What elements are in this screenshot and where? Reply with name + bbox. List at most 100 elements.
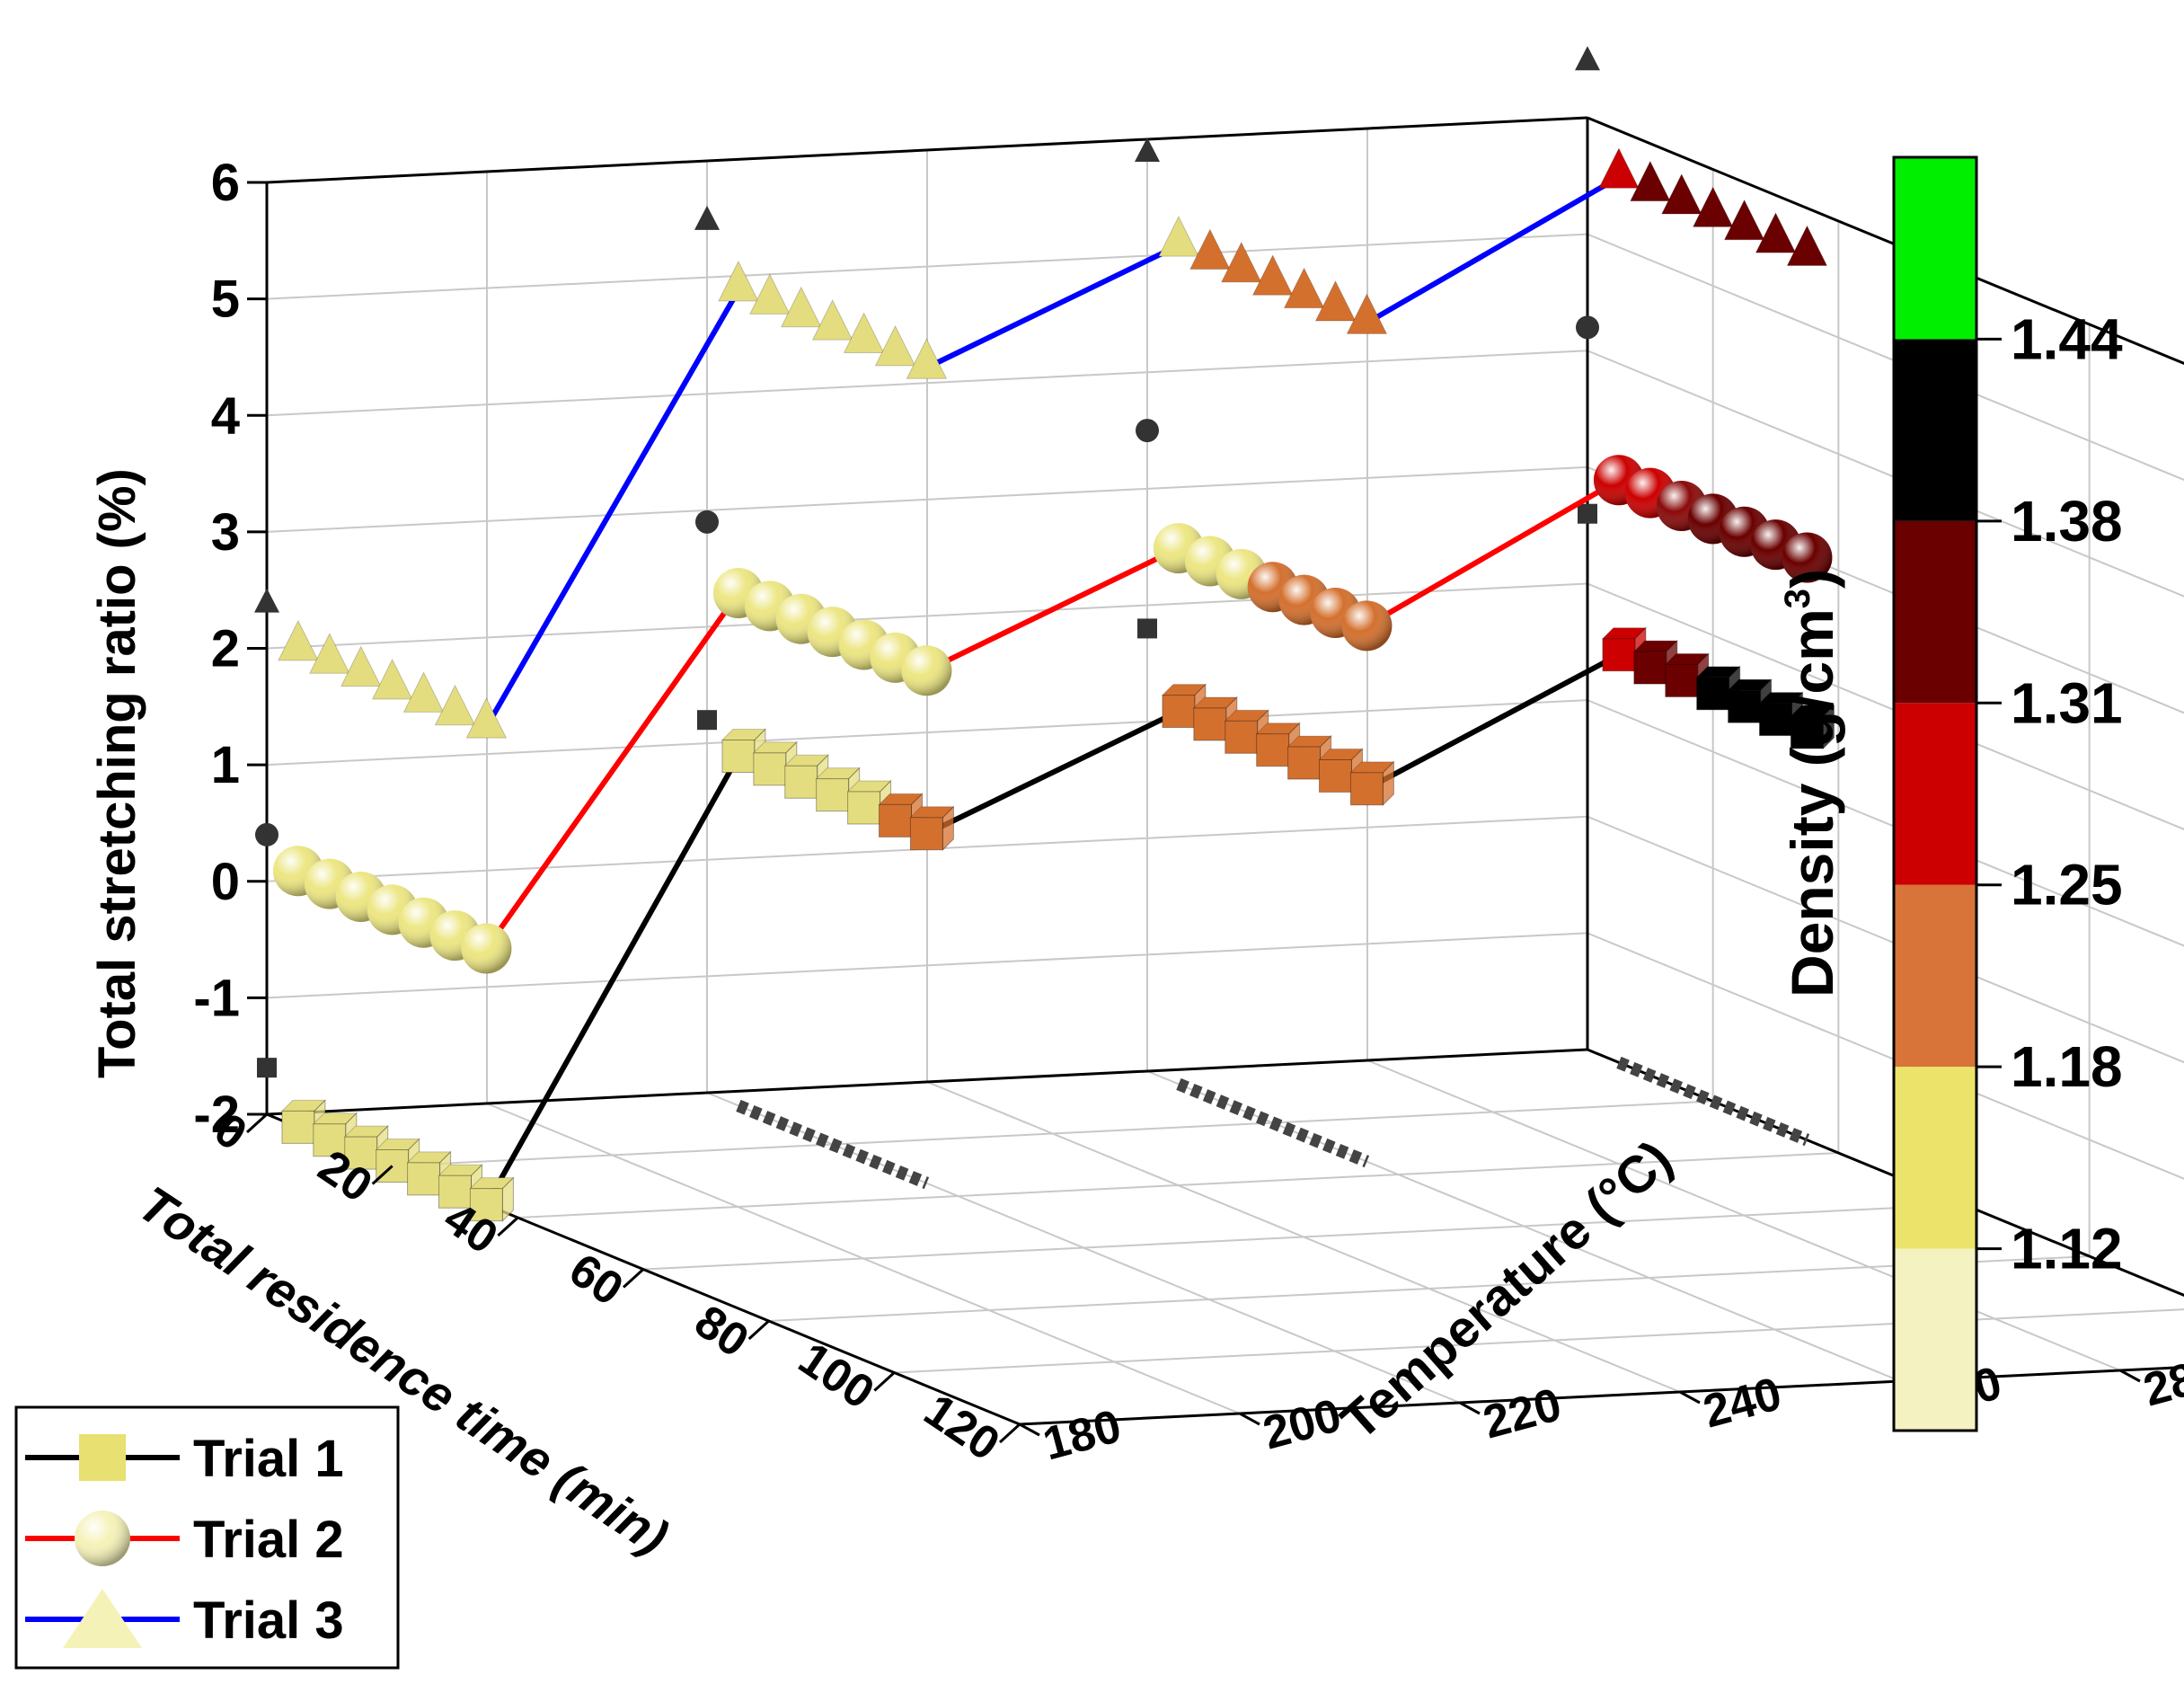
triangle-marker xyxy=(1283,267,1325,309)
series-line-2 xyxy=(925,545,1180,673)
cube-marker xyxy=(313,1123,347,1157)
colorbar-tick-label: 1.25 xyxy=(2011,853,2123,917)
cube-side xyxy=(501,1176,514,1222)
floor-shadow xyxy=(736,1099,930,1190)
y-tick-mark xyxy=(1679,1390,1701,1405)
sphere-shine xyxy=(1782,532,1833,583)
series-line-3 xyxy=(925,243,1180,370)
triangle-marker xyxy=(811,299,853,341)
colorbar-title-close: ) xyxy=(1779,569,1845,589)
triangle-marker xyxy=(1598,147,1640,189)
x-tick-mark xyxy=(245,1112,269,1134)
proj-triangle xyxy=(254,588,279,613)
y-tick-label: 280 xyxy=(2138,1346,2184,1416)
triangle-marker xyxy=(1786,225,1828,266)
grid-line xyxy=(1587,117,2184,365)
x-tick-mark xyxy=(747,1319,770,1341)
colorbar-segment xyxy=(1894,1248,1976,1431)
triangle-marker xyxy=(1158,215,1199,257)
colorbar-border xyxy=(1892,155,1978,1432)
colorbar-tick-label: 1.31 xyxy=(2011,670,2123,735)
x-tick-mark xyxy=(998,1423,1021,1444)
triangle-marker xyxy=(465,697,508,739)
series-line-3 xyxy=(483,288,741,729)
series-line-1 xyxy=(1366,652,1621,792)
y-tick-label: 240 xyxy=(1698,1368,1787,1438)
triangle-marker xyxy=(1692,186,1734,227)
cube-marker xyxy=(1728,689,1762,723)
proj-square xyxy=(257,1058,277,1078)
grid-line xyxy=(1366,1059,2121,1371)
triangle-marker xyxy=(1220,241,1262,283)
sphere-shine xyxy=(901,645,952,696)
cube-marker xyxy=(1287,746,1322,780)
cube-marker xyxy=(721,740,756,773)
x-tick-mark xyxy=(497,1216,519,1237)
grid-line xyxy=(1587,582,2184,830)
back-top-edge xyxy=(266,116,1588,184)
colorbar-segment xyxy=(1894,1067,1976,1249)
floor-left-edge xyxy=(266,1048,1588,1116)
cube-marker xyxy=(879,803,912,838)
cube-marker xyxy=(1665,663,1699,697)
proj-triangle xyxy=(1135,137,1160,162)
y-tick-mark xyxy=(1019,1423,1040,1437)
series-line-3 xyxy=(1365,174,1621,325)
side-top-edge xyxy=(1587,116,2184,365)
cube-side xyxy=(1822,704,1835,750)
floor-shadow xyxy=(1616,1056,1810,1147)
y-tick-mark xyxy=(1239,1412,1260,1426)
cube-marker xyxy=(1633,651,1667,685)
triangle-marker xyxy=(434,684,476,726)
triangle-marker xyxy=(278,619,319,661)
wall-projections xyxy=(254,46,1600,1078)
grid-line xyxy=(266,233,1588,300)
triangle-marker xyxy=(1189,228,1231,270)
legend-marker-square xyxy=(79,1434,126,1481)
series-line-1 xyxy=(483,755,741,1207)
x-tick-mark xyxy=(873,1371,896,1392)
cube-marker xyxy=(1162,695,1196,729)
z-tick-label: 2 xyxy=(211,620,240,678)
cube-marker xyxy=(1696,677,1730,711)
cube-marker xyxy=(1319,758,1352,793)
triangle-marker xyxy=(780,286,822,328)
triangle-marker xyxy=(340,645,382,687)
cube-marker xyxy=(1256,733,1290,767)
cube-marker xyxy=(847,791,881,825)
cube-marker xyxy=(909,817,943,851)
grid-line xyxy=(266,932,1588,999)
colorbar-segment xyxy=(1894,157,1976,340)
triangle-marker xyxy=(843,312,885,353)
floor-shadow xyxy=(1176,1077,1370,1168)
cube-marker xyxy=(1790,715,1824,749)
cube-marker xyxy=(1349,772,1384,806)
x-tick-label: 80 xyxy=(685,1296,757,1368)
colorbar-title-sup: 3 xyxy=(1778,589,1817,608)
x-tick-mark xyxy=(622,1268,645,1289)
grid-line xyxy=(266,465,1588,533)
triangle-marker xyxy=(1346,293,1388,334)
series-lines xyxy=(483,174,1621,1207)
proj-square xyxy=(697,710,717,731)
y-tick-label: 200 xyxy=(1258,1389,1347,1459)
z-tick-label: -1 xyxy=(193,969,240,1027)
z-tick-label: 3 xyxy=(211,503,240,562)
triangle-marker xyxy=(1251,254,1294,296)
x-tick-mark xyxy=(371,1165,393,1185)
cube-marker xyxy=(281,1110,315,1144)
proj-square xyxy=(1137,618,1157,639)
y-axis-line xyxy=(1019,1366,2184,1426)
y-tick-mark xyxy=(2119,1369,2141,1383)
triangle-marker xyxy=(402,671,445,713)
colorbar-tick-label: 1.38 xyxy=(2011,489,2123,554)
proj-circle xyxy=(695,510,719,534)
proj-square xyxy=(1578,503,1597,524)
colorbar-title-main: Density (g/cm xyxy=(1779,608,1845,997)
colorbar-segment xyxy=(1894,339,1976,521)
triangle-marker xyxy=(1755,211,1797,253)
cube-marker xyxy=(1193,707,1227,741)
x-tick-label: 100 xyxy=(790,1333,883,1420)
triangle-marker xyxy=(309,633,350,674)
cube-side xyxy=(942,805,954,851)
